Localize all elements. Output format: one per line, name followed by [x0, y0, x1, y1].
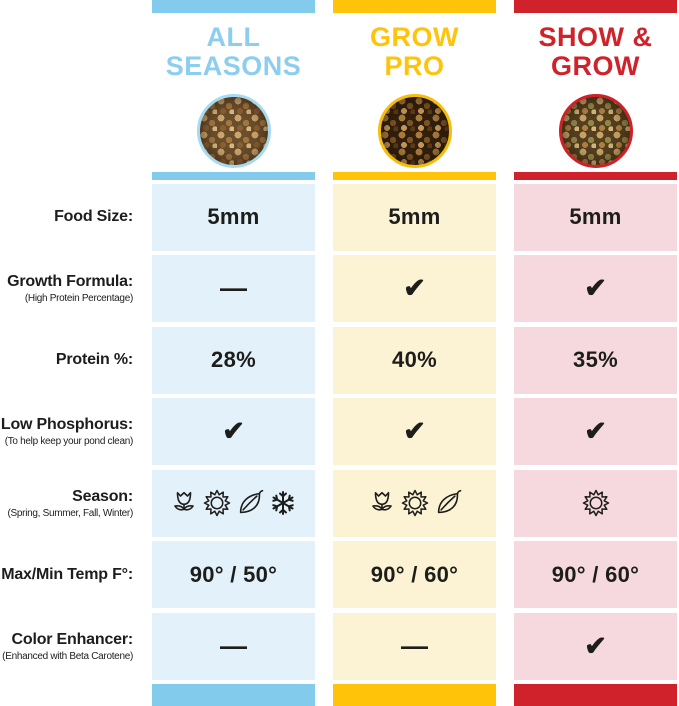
cell-food-size: 5mm [514, 183, 677, 251]
row-label-text: Growth Formula: [7, 273, 133, 290]
cell-value: 35% [573, 347, 618, 372]
row-sublabel-text: (Spring, Summer, Fall, Winter) [7, 507, 134, 519]
cell-growth-formula: ✔ [514, 255, 677, 322]
row-label-text: Food Size: [54, 208, 133, 225]
labels-header-spacer [0, 0, 133, 184]
cell-value: 90° / 50° [189, 561, 278, 587]
cell-protein: 35% [514, 326, 677, 394]
product-photo-area [152, 90, 315, 172]
cell-temp: 90° / 60° [514, 541, 677, 608]
cell-growth-formula: ✔ [333, 255, 496, 322]
cell-value: — [220, 273, 247, 303]
row-label-text: Season: [72, 487, 133, 505]
column-title-line: GROW [370, 22, 459, 53]
cell-value: 90° / 60° [551, 561, 640, 587]
cell-value: — [401, 630, 428, 661]
cell-food-size: 5mm [333, 183, 496, 251]
cell-low-phosphorus: ✔ [152, 398, 315, 465]
row-label-temp: Max/Min Temp F°: [0, 541, 133, 608]
cell-color-enhancer: ✔ [514, 612, 677, 680]
pellets-photo [377, 94, 452, 168]
column-title-line: PRO [384, 50, 445, 81]
cell-food-size: 5mm [152, 183, 315, 251]
row-sublabel-text: (High Protein Percentage) [24, 293, 133, 304]
column-accent-bar-top [333, 0, 496, 13]
row-label-season: Season: (Spring, Summer, Fall, Winter) [0, 470, 134, 537]
cell-protein: 28% [152, 326, 315, 394]
cell-value: ✔ [584, 630, 607, 661]
cell-temp: 90° / 50° [152, 541, 315, 608]
cell-value: 28% [211, 347, 256, 372]
column-title-line: SEASONS [165, 50, 302, 81]
cell-value: 5mm [569, 204, 622, 229]
leaf-icon [437, 489, 461, 514]
row-label-text: Max/Min Temp F°: [1, 565, 133, 583]
column-accent-bar-bottom [333, 684, 496, 706]
tulip-icon [174, 491, 194, 511]
sun-icon [582, 489, 609, 517]
column-show-and-grow: SHOW & GROW 5mm ✔ 35% ✔ 90° / 60° ✔ [514, 0, 678, 706]
tulip-icon [371, 491, 392, 511]
cell-temp: 90° / 60° [333, 541, 496, 608]
column-title: GROW PRO [333, 13, 496, 90]
cell-value: 40% [392, 347, 437, 372]
cell-value: ✔ [222, 416, 245, 446]
cell-color-enhancer: — [152, 612, 315, 680]
row-label-protein: Protein %: [0, 327, 133, 394]
column-accent-strip [514, 172, 677, 180]
cell-season [514, 469, 677, 537]
column-title: SHOW & GROW [514, 13, 677, 90]
cell-season [333, 469, 496, 537]
cell-low-phosphorus: ✔ [333, 398, 496, 465]
product-photo-area [333, 90, 496, 172]
row-label-text: Protein %: [55, 351, 133, 368]
cell-value: — [220, 630, 247, 661]
row-label-growth-formula: Growth Formula: (High Protein Percentage… [0, 255, 133, 322]
row-sublabel-text: (Enhanced with Beta Carotene) [2, 650, 133, 662]
cell-value: 5mm [388, 204, 441, 229]
column-grow-pro: GROW PRO 5mm ✔ 40% ✔ 90° / 60° — [333, 0, 514, 706]
cell-value: 90° / 60° [370, 561, 459, 587]
column-title-line: GROW [551, 50, 640, 81]
column-accent-bar-top [514, 0, 677, 13]
column-all-seasons: ALL SEASONS 5mm — 28% ✔ 90° / 50° — [152, 0, 333, 706]
cell-value: ✔ [584, 416, 607, 446]
column-accent-bar-top [152, 0, 315, 13]
row-label-text: Low Phosphorus: [0, 416, 133, 433]
column-title-line: SHOW & [538, 22, 653, 53]
cell-color-enhancer: — [333, 612, 496, 680]
leaf-icon [239, 489, 264, 514]
row-label-color-enhancer: Color Enhancer: (Enhanced with Beta Caro… [0, 613, 133, 680]
sun-icon [203, 489, 231, 517]
column-title-line: ALL [206, 22, 261, 53]
snowflake-icon [270, 491, 296, 515]
cell-value: ✔ [584, 273, 607, 303]
column-accent-strip [333, 172, 496, 180]
column-accent-bar-bottom [514, 684, 677, 706]
row-label-low-phosphorus: Low Phosphorus: (To help keep your pond … [0, 398, 133, 465]
sun-icon [401, 489, 428, 517]
column-title: ALL SEASONS [152, 13, 315, 90]
row-labels-column: Food Size: Growth Formula: (High Protein… [0, 0, 152, 706]
row-label-text: Color Enhancer: [11, 630, 134, 648]
cell-growth-formula: — [152, 255, 315, 322]
cell-value: ✔ [403, 273, 426, 303]
cell-low-phosphorus: ✔ [514, 398, 677, 465]
pellets-photo [196, 94, 271, 168]
row-label-food-size: Food Size: [0, 184, 133, 251]
column-accent-strip [152, 172, 315, 180]
cell-value: ✔ [403, 416, 426, 446]
pellets-photo [558, 94, 633, 168]
column-accent-bar-bottom [152, 684, 315, 706]
row-sublabel-text: (To help keep your pond clean) [4, 436, 134, 447]
cell-season [152, 469, 315, 537]
cell-value: 5mm [207, 204, 260, 229]
cell-protein: 40% [333, 326, 496, 394]
product-photo-area [514, 90, 677, 172]
